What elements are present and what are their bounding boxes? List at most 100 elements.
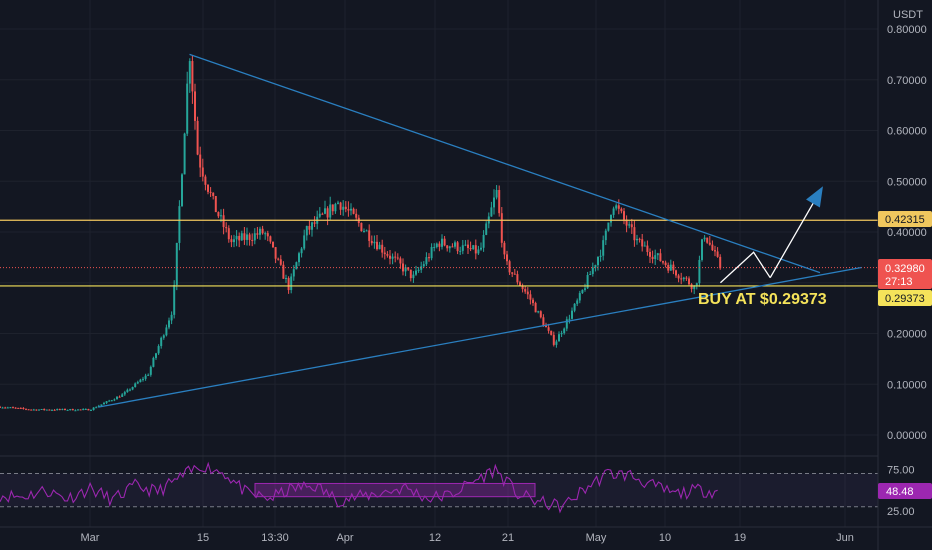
rsi-value-tag — [878, 483, 932, 499]
candle-body — [342, 206, 345, 210]
time-tick-label: 15 — [197, 532, 209, 544]
candle-body — [238, 235, 241, 241]
candle-body — [188, 61, 191, 84]
candle-body — [321, 213, 324, 215]
trendlines[interactable] — [98, 53, 862, 408]
trendline-ascending[interactable] — [98, 266, 862, 408]
candle-body — [253, 233, 256, 241]
candle-body — [469, 248, 472, 250]
candle-body — [363, 231, 365, 233]
candle-body — [433, 247, 436, 249]
candle-body — [274, 247, 277, 259]
candle-body — [256, 233, 259, 235]
rsi-tick-label: 75.00 — [887, 464, 915, 476]
rsi-value-tag-text: 48.48 — [886, 486, 914, 498]
candle-body — [1, 407, 4, 409]
candle-body — [555, 341, 558, 345]
candle-body — [300, 248, 303, 254]
candle-body — [693, 285, 696, 290]
candle-body — [451, 246, 454, 248]
candle-body — [261, 228, 264, 234]
candle-body — [155, 353, 157, 358]
buy-annotation[interactable]: BUY AT $0.29373 — [698, 291, 827, 308]
candle-body — [610, 214, 612, 223]
candle-body — [110, 400, 113, 402]
candle-body — [597, 256, 599, 266]
candle-body — [695, 283, 698, 286]
projection-arrow-head[interactable] — [806, 186, 823, 208]
candle-body — [64, 408, 66, 411]
trendline-descending[interactable] — [189, 53, 821, 274]
support-price-tag-text: 0.29373 — [885, 293, 925, 305]
time-tick-label: May — [586, 532, 607, 544]
projection-path[interactable] — [719, 186, 823, 284]
time-tick-label: Jun — [836, 532, 854, 544]
candle-body — [589, 273, 592, 275]
candle-body — [105, 401, 108, 403]
candle-body — [222, 215, 225, 228]
candle-body — [516, 274, 519, 283]
candle-body — [14, 407, 17, 409]
candle-body — [659, 253, 662, 262]
candle-body — [391, 256, 394, 259]
candle-body — [17, 407, 20, 409]
candle-body — [201, 167, 204, 177]
candle-body — [542, 317, 545, 326]
candle-body — [383, 252, 386, 255]
candle-body — [298, 253, 300, 263]
price-tick-label: 0.40000 — [887, 227, 927, 239]
candle-body — [656, 253, 659, 256]
candle-body — [368, 230, 371, 241]
candle-body — [467, 244, 469, 249]
candle-body — [708, 242, 711, 245]
candle-body — [677, 275, 680, 279]
candle-body — [19, 407, 22, 409]
candle-body — [337, 202, 339, 204]
candle-body — [524, 289, 527, 292]
horizontal-levels[interactable] — [0, 219, 878, 287]
time-tick-label: 13:30 — [261, 532, 289, 544]
candle-body — [563, 328, 566, 334]
projection-line[interactable] — [769, 191, 821, 278]
candle-body — [277, 258, 280, 260]
candle-body — [573, 303, 576, 311]
candle-body — [259, 228, 261, 235]
candle-body — [266, 233, 269, 237]
candle-body — [641, 239, 644, 247]
candle-body — [495, 189, 498, 198]
candle-body — [212, 192, 215, 196]
candle-body — [409, 269, 412, 279]
candle-body — [521, 285, 524, 290]
candle-body — [394, 256, 397, 258]
candle-body — [422, 264, 425, 267]
grid — [0, 0, 878, 527]
candle-body — [313, 222, 316, 224]
candle-body — [461, 245, 464, 251]
candle-body — [425, 257, 428, 265]
candle-body — [604, 230, 607, 241]
candle-body — [168, 320, 170, 328]
time-axis[interactable]: Mar 15 13:30 Apr 12 21 May 10 19 Jun — [0, 526, 932, 544]
candle-body — [625, 219, 628, 226]
candle-body — [714, 250, 716, 252]
candle-body — [196, 120, 199, 155]
candle-body — [131, 387, 134, 390]
candle-body — [643, 245, 646, 247]
candle-body — [420, 266, 423, 270]
rsi-panel — [0, 455, 878, 514]
price-tick-label: 0.50000 — [887, 176, 927, 188]
candles — [0, 55, 722, 412]
candle-body — [264, 233, 267, 235]
currency-label: USDT — [893, 9, 923, 21]
candle-body — [121, 394, 124, 397]
candle-body — [129, 389, 131, 391]
candle-body — [243, 233, 246, 240]
candle-body — [493, 197, 495, 208]
candle-body — [347, 209, 350, 211]
candle-body — [615, 205, 618, 209]
candle-body — [4, 407, 7, 409]
candle-body — [685, 277, 688, 279]
projection-zigzag[interactable] — [719, 251, 771, 284]
candle-body — [378, 244, 381, 250]
